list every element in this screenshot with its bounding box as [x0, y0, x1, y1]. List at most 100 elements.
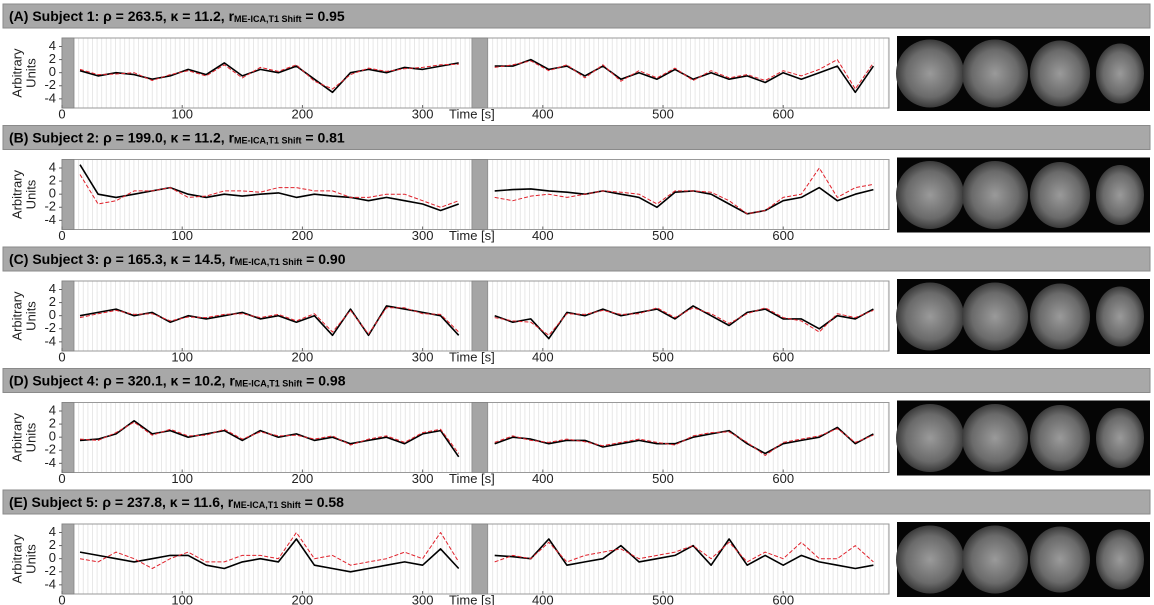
brain-slice [896, 404, 964, 472]
x-tick-label: 300 [412, 349, 434, 364]
shaded-region [62, 281, 74, 351]
x-tick-label: 300 [412, 471, 434, 486]
brain-slice [896, 283, 964, 351]
brain-slice [962, 404, 1028, 472]
x-tick-label: 200 [292, 471, 314, 486]
brain-slice [962, 283, 1028, 351]
y-tick-label: -4 [44, 455, 56, 470]
y-axis-label: Arbitrary [9, 169, 24, 219]
x-tick-label: 100 [171, 471, 193, 486]
brain-slice [1030, 41, 1090, 107]
y-axis-label: Arbitrary [9, 291, 24, 341]
brain-slice [962, 161, 1028, 229]
x-axis-label: Time [s] [449, 471, 495, 486]
x-tick-label: 400 [532, 471, 554, 486]
y-tick-label: 0 [49, 64, 56, 79]
y-tick-label: -4 [44, 90, 56, 105]
shaded-region [472, 160, 488, 230]
title-main: (D) Subject 4: ρ = 320.1, κ = 10.2, r [9, 372, 235, 388]
y-tick-label: 2 [49, 294, 56, 309]
x-tick-label: 600 [772, 592, 794, 605]
y-tick-label: -2 [44, 199, 56, 214]
x-tick-label: 400 [532, 592, 554, 605]
shaded-region [62, 160, 74, 230]
panel: (A) Subject 1: ρ = 263.5, κ = 11.2, rME-… [3, 4, 1150, 121]
title-end: = 0.95 [302, 8, 345, 24]
y-axis-label: Units [23, 544, 38, 574]
brain-slice [896, 161, 964, 229]
title-main: (E) Subject 5: ρ = 237.8, κ = 11.6, r [9, 494, 234, 510]
y-tick-label: 4 [49, 159, 56, 174]
shaded-region [472, 38, 488, 108]
y-tick-label: 4 [49, 402, 56, 417]
y-tick-label: 2 [49, 537, 56, 552]
y-axis-label: Units [23, 422, 38, 452]
panel: (D) Subject 4: ρ = 320.1, κ = 10.2, rME-… [3, 369, 1150, 486]
x-tick-label: 500 [652, 471, 674, 486]
x-tick-label: 100 [171, 592, 193, 605]
y-tick-label: -4 [44, 576, 56, 591]
title-subscript: ME-ICA,T1 Shift [234, 14, 302, 24]
brain-slice [1096, 408, 1144, 468]
brain-slice [1096, 530, 1144, 590]
y-tick-label: -4 [44, 212, 56, 227]
x-tick-label: 300 [412, 228, 434, 243]
x-tick-label: 100 [171, 106, 193, 121]
x-tick-label: 100 [171, 349, 193, 364]
x-tick-label: 0 [58, 228, 65, 243]
shaded-region [472, 403, 488, 473]
x-tick-label: 400 [532, 106, 554, 121]
y-tick-label: 2 [49, 51, 56, 66]
page: (A) Subject 1: ρ = 263.5, κ = 11.2, rME-… [0, 0, 1154, 605]
x-tick-label: 500 [652, 592, 674, 605]
title-end: = 0.58 [301, 494, 344, 510]
y-axis-label: Arbitrary [9, 412, 24, 462]
panel: (E) Subject 5: ρ = 237.8, κ = 11.6, rME-… [3, 490, 1150, 605]
y-axis-label: Arbitrary [9, 534, 24, 584]
shaded-region [62, 403, 74, 473]
brain-slice [1096, 165, 1144, 225]
x-axis-label: Time [s] [449, 228, 495, 243]
y-tick-label: 0 [49, 550, 56, 565]
x-tick-label: 100 [171, 228, 193, 243]
x-tick-label: 400 [532, 228, 554, 243]
x-tick-label: 200 [292, 592, 314, 605]
y-axis-label: Units [23, 179, 38, 209]
y-tick-label: -4 [44, 333, 56, 348]
x-tick-label: 400 [532, 349, 554, 364]
x-tick-label: 200 [292, 228, 314, 243]
x-tick-label: 200 [292, 106, 314, 121]
x-tick-label: 0 [58, 349, 65, 364]
brain-slice [1030, 284, 1090, 350]
panel: (C) Subject 3: ρ = 165.3, κ = 14.5, rME-… [3, 247, 1150, 364]
brain-slice [1096, 287, 1144, 347]
title-main: (A) Subject 1: ρ = 263.5, κ = 11.2, r [9, 8, 235, 24]
x-tick-label: 600 [772, 228, 794, 243]
x-axis-label: Time [s] [449, 592, 495, 605]
panel: (B) Subject 2: ρ = 199.0, κ = 11.2, rME-… [3, 126, 1150, 243]
title-subscript: ME-ICA,T1 Shift [234, 136, 302, 146]
x-axis-label: Time [s] [449, 106, 495, 121]
x-tick-label: 500 [652, 228, 674, 243]
y-tick-label: -2 [44, 320, 56, 335]
y-tick-label: 4 [49, 38, 56, 53]
x-axis-label: Time [s] [449, 349, 495, 364]
brain-slice [896, 40, 964, 108]
x-tick-label: 500 [652, 106, 674, 121]
title-main: (B) Subject 2: ρ = 199.0, κ = 11.2, r [9, 129, 235, 145]
figure: (A) Subject 1: ρ = 263.5, κ = 11.2, rME-… [0, 0, 1154, 605]
title-end: = 0.98 [302, 372, 345, 388]
y-tick-label: 4 [49, 281, 56, 296]
y-tick-label: -2 [44, 77, 56, 92]
x-tick-label: 600 [772, 106, 794, 121]
title-end: = 0.81 [302, 129, 345, 145]
title-subscript: ME-ICA,T1 Shift [235, 379, 303, 389]
shaded-region [62, 38, 74, 108]
y-axis-label: Arbitrary [9, 48, 24, 98]
brain-slice [1030, 162, 1090, 228]
x-tick-label: 600 [772, 349, 794, 364]
y-axis-label: Units [23, 301, 38, 331]
title-end: = 0.90 [302, 251, 345, 267]
y-tick-label: -2 [44, 442, 56, 457]
shaded-region [472, 281, 488, 351]
